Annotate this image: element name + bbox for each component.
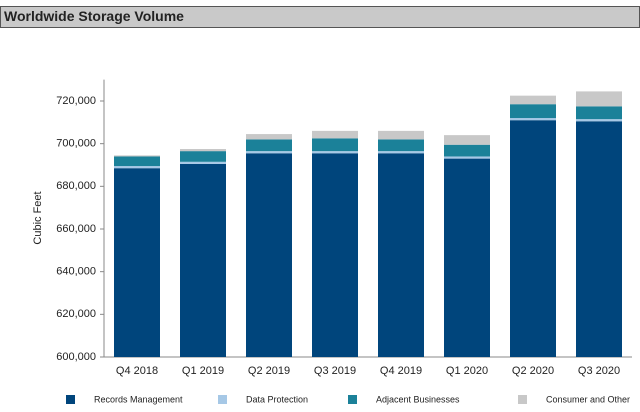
x-tick-label: Q3 2019 [314,365,356,377]
x-tick-label: Q1 2020 [446,365,488,377]
bar-segment [510,120,556,357]
bar-segment [114,155,160,157]
x-tick-label: Q3 2020 [578,365,620,377]
bar-segment [114,166,160,169]
bar-segment [576,121,622,358]
legend-label: Adjacent Businesses [376,394,460,404]
y-tick-label: 620,000 [56,308,96,320]
bar-segment [114,156,160,167]
bar-segment [444,156,490,159]
bar-segment [312,130,358,139]
y-tick-label: 680,000 [56,180,96,192]
y-axis-label: Cubic Feet [32,191,44,244]
legend-swatch [218,395,227,404]
x-tick-label: Q1 2019 [182,365,224,377]
bar-segment [246,153,292,357]
bar-segment [246,139,292,152]
x-tick-label: Q4 2019 [380,365,422,377]
bar-segment [312,153,358,357]
legend-label: Records Management [94,394,183,404]
bar-segment [510,118,556,121]
y-tick-label: 640,000 [56,266,96,278]
bar-segment [114,168,160,357]
bar-segment [444,135,490,145]
bar-segment [180,151,226,162]
legend-label: Data Protection [246,394,308,404]
bar-segment [510,104,556,119]
bar-segment [444,144,490,157]
y-tick-label: 660,000 [56,223,96,235]
legend-label: Consumer and Other [546,394,630,404]
x-tick-label: Q4 2018 [116,365,158,377]
bar-segment [246,151,292,154]
bar-segment [378,130,424,140]
y-tick-label: 720,000 [56,95,96,107]
bar-segment [576,119,622,122]
x-tick-label: Q2 2020 [512,365,554,377]
legend-swatch [66,395,75,404]
bar-segment [312,138,358,152]
bar-segment [444,158,490,357]
bar-segment [378,151,424,154]
bar-segment [312,151,358,154]
bar-segment [510,95,556,105]
bar-segment [180,163,226,357]
y-tick-label: 600,000 [56,351,96,363]
y-tick-label: 700,000 [56,138,96,150]
bar-segment [378,153,424,357]
bar-segment [246,134,292,140]
bar-segment [180,149,226,152]
chart-title: Worldwide Storage Volume [4,8,184,24]
bar-segment [180,161,226,164]
bar-segment [378,139,424,152]
legend-swatch [518,395,527,404]
bar-segment [576,106,622,120]
x-tick-label: Q2 2019 [248,365,290,377]
legend-swatch [348,395,357,404]
bar-segment [576,91,622,107]
